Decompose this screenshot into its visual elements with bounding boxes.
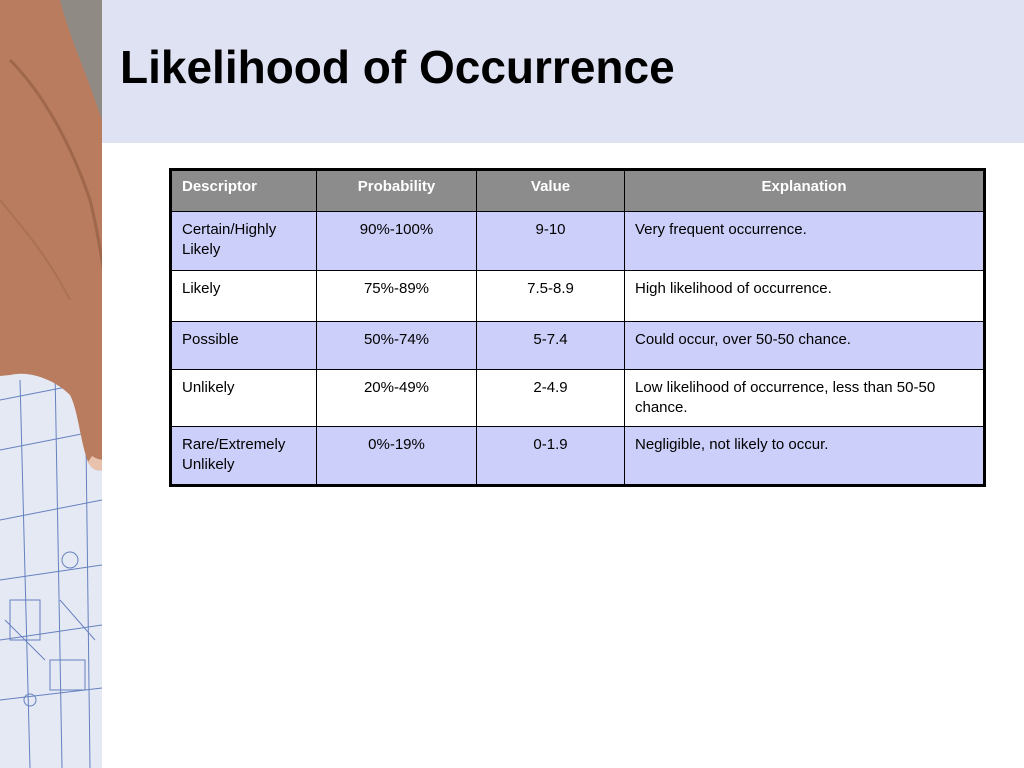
header-value: Value — [476, 169, 625, 212]
hand-blueprint-illustration — [0, 0, 102, 768]
cell-descriptor: Possible — [170, 321, 317, 370]
table-row: Possible 50%-74% 5-7.4 Could occur, over… — [170, 321, 985, 370]
cell-explanation: High likelihood of occurrence. — [624, 270, 985, 322]
table-header-row: Descriptor Probability Value Explanation — [170, 169, 985, 212]
title-band — [102, 0, 1024, 143]
cell-probability: 75%-89% — [316, 270, 477, 322]
slide-title: Likelihood of Occurrence — [120, 41, 675, 93]
cell-descriptor: Rare/Extremely Unlikely — [170, 426, 317, 486]
cell-descriptor: Certain/Highly Likely — [170, 211, 317, 271]
cell-probability: 0%-19% — [316, 426, 477, 486]
cell-explanation: Low likelihood of occurrence, less than … — [624, 369, 985, 427]
cell-probability: 20%-49% — [316, 369, 477, 427]
cell-explanation: Could occur, over 50-50 chance. — [624, 321, 985, 370]
cell-value: 0-1.9 — [476, 426, 625, 486]
cell-explanation: Negligible, not likely to occur. — [624, 426, 985, 486]
table-row: Likely 75%-89% 7.5-8.9 High likelihood o… — [170, 270, 985, 322]
cell-probability: 90%-100% — [316, 211, 477, 271]
cell-value: 2-4.9 — [476, 369, 625, 427]
header-descriptor: Descriptor — [170, 169, 317, 212]
cell-probability: 50%-74% — [316, 321, 477, 370]
header-probability: Probability — [316, 169, 477, 212]
likelihood-table-container: Descriptor Probability Value Explanation… — [169, 168, 986, 487]
header-explanation: Explanation — [624, 169, 985, 212]
cell-descriptor: Unlikely — [170, 369, 317, 427]
cell-value: 9-10 — [476, 211, 625, 271]
cell-value: 5-7.4 — [476, 321, 625, 370]
table-row: Certain/Highly Likely 90%-100% 9-10 Very… — [170, 211, 985, 271]
cell-value: 7.5-8.9 — [476, 270, 625, 322]
table-row: Rare/Extremely Unlikely 0%-19% 0-1.9 Neg… — [170, 426, 985, 486]
hand-blueprint-image — [0, 0, 102, 768]
table-row: Unlikely 20%-49% 2-4.9 Low likelihood of… — [170, 369, 985, 427]
cell-explanation: Very frequent occurrence. — [624, 211, 985, 271]
likelihood-table: Descriptor Probability Value Explanation… — [169, 168, 986, 487]
cell-descriptor: Likely — [170, 270, 317, 322]
